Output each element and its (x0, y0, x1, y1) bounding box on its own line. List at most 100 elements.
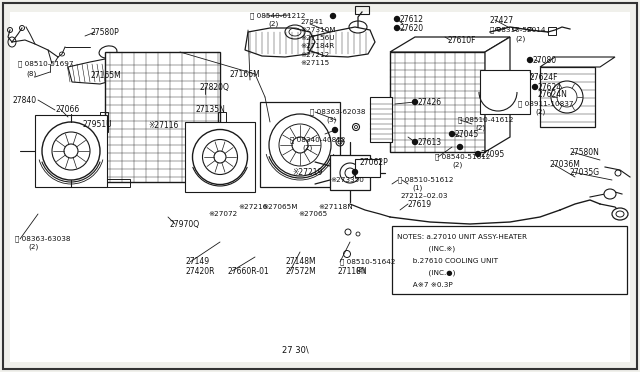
Text: Ⓢ 08510-41612: Ⓢ 08510-41612 (458, 117, 513, 123)
Text: (1): (1) (412, 185, 422, 191)
Text: (2): (2) (535, 109, 545, 115)
Text: ※27065: ※27065 (298, 211, 327, 217)
Text: 27970Q: 27970Q (170, 219, 200, 228)
Bar (480, 70, 530, 114)
Text: (2): (2) (302, 145, 312, 151)
Text: A※7 ※0.3P: A※7 ※0.3P (397, 282, 452, 288)
Text: Ⓢ 08363-62038: Ⓢ 08363-62038 (310, 109, 365, 115)
Circle shape (330, 13, 335, 19)
Text: 27135N: 27135N (195, 105, 225, 113)
Text: 27165M: 27165M (90, 71, 121, 80)
Text: (INC.●): (INC.●) (397, 270, 456, 276)
Text: 27619: 27619 (408, 199, 432, 208)
Circle shape (394, 16, 399, 22)
Text: ※27212: ※27212 (300, 52, 329, 58)
Polygon shape (540, 57, 615, 67)
Text: ※27156U: ※27156U (300, 35, 335, 41)
Bar (548, 27, 556, 35)
Ellipse shape (269, 114, 331, 176)
Text: (2): (2) (355, 267, 365, 273)
Text: ※27072: ※27072 (208, 211, 237, 217)
Text: 27149: 27149 (186, 257, 210, 266)
Text: 27610F: 27610F (448, 35, 477, 45)
Ellipse shape (340, 163, 360, 183)
Text: Ⓢ 08340-40812: Ⓢ 08340-40812 (290, 137, 346, 143)
Ellipse shape (193, 129, 248, 185)
Text: 27624N: 27624N (538, 90, 568, 99)
Text: (8): (8) (26, 71, 36, 77)
Text: Ⓢ 08540-51612: Ⓢ 08540-51612 (435, 154, 490, 160)
Text: ※273350: ※273350 (330, 177, 364, 183)
Text: (2): (2) (515, 36, 525, 42)
Bar (185, 179, 220, 187)
Text: Ⓢ 08363-63038: Ⓢ 08363-63038 (15, 236, 70, 242)
Bar (390, 52, 485, 152)
Text: (2): (2) (28, 244, 38, 250)
Text: ※27118N: ※27118N (318, 204, 353, 210)
Text: 27951U: 27951U (82, 119, 111, 128)
Bar (105, 179, 130, 187)
Bar (355, 159, 380, 177)
Text: 27212–02.03: 27212–02.03 (400, 193, 447, 199)
Text: Ⓢ 08510-51642: Ⓢ 08510-51642 (340, 259, 396, 265)
Text: 27660R-01: 27660R-01 (228, 266, 269, 276)
Ellipse shape (551, 81, 583, 113)
Bar (330, 155, 370, 190)
Text: ※27065M: ※27065M (262, 204, 298, 210)
Text: 27036M: 27036M (550, 160, 581, 169)
Text: 27580N: 27580N (570, 148, 600, 157)
Text: 27035G: 27035G (570, 167, 600, 176)
Text: 27620: 27620 (400, 23, 424, 32)
Text: 27612: 27612 (400, 15, 424, 23)
Circle shape (394, 26, 399, 31)
Text: 27624: 27624 (538, 83, 562, 92)
Text: ※27116: ※27116 (148, 121, 179, 129)
Text: Ⓝ 08911-10837: Ⓝ 08911-10837 (518, 101, 573, 107)
Text: 27118N: 27118N (338, 266, 367, 276)
Ellipse shape (604, 189, 616, 199)
Text: (2): (2) (452, 162, 462, 168)
Bar (35, 115, 107, 187)
Text: (INC.※): (INC.※) (397, 246, 455, 252)
Bar (355, 6, 369, 14)
Text: 27080: 27080 (533, 55, 557, 64)
Bar (370, 97, 392, 142)
Ellipse shape (606, 190, 614, 198)
Text: ※27219: ※27219 (292, 167, 323, 176)
Text: 27420R: 27420R (186, 266, 216, 276)
Bar (100, 112, 108, 132)
Ellipse shape (345, 229, 351, 235)
Text: 27820Q: 27820Q (200, 83, 230, 92)
Bar (105, 52, 220, 182)
Text: 27841: 27841 (300, 19, 323, 25)
Polygon shape (485, 37, 510, 152)
Text: 27062P: 27062P (360, 157, 388, 167)
Bar (218, 112, 226, 132)
Text: 27580P: 27580P (90, 28, 119, 36)
Text: 27624F: 27624F (530, 73, 559, 81)
Text: Ⓢ 08510-51612: Ⓢ 08510-51612 (398, 177, 454, 183)
Text: Ⓢ 08310-52014: Ⓢ 08310-52014 (490, 27, 545, 33)
Circle shape (527, 58, 532, 62)
Text: NOTES: a.27010 UNIT ASSY-HEATER: NOTES: a.27010 UNIT ASSY-HEATER (397, 234, 527, 240)
Text: (3): (3) (326, 117, 336, 123)
Text: b.27610 COOLING UNIT: b.27610 COOLING UNIT (397, 258, 498, 264)
Text: ※27115: ※27115 (300, 60, 329, 66)
Text: (2): (2) (475, 125, 485, 131)
Text: 27613: 27613 (418, 138, 442, 147)
Bar (540, 67, 595, 127)
Bar (185, 122, 255, 192)
Text: 27840: 27840 (12, 96, 36, 105)
Circle shape (532, 84, 538, 90)
Ellipse shape (42, 122, 100, 180)
Circle shape (413, 140, 417, 144)
Text: Ⓢ 08540-61212: Ⓢ 08540-61212 (250, 13, 305, 19)
Circle shape (458, 144, 463, 150)
Circle shape (333, 128, 337, 132)
Text: 27066: 27066 (55, 105, 79, 113)
Text: 27572M: 27572M (286, 266, 317, 276)
Ellipse shape (612, 208, 628, 220)
Text: 27095: 27095 (481, 150, 505, 158)
Text: ※27216: ※27216 (238, 204, 268, 210)
Circle shape (449, 131, 454, 137)
